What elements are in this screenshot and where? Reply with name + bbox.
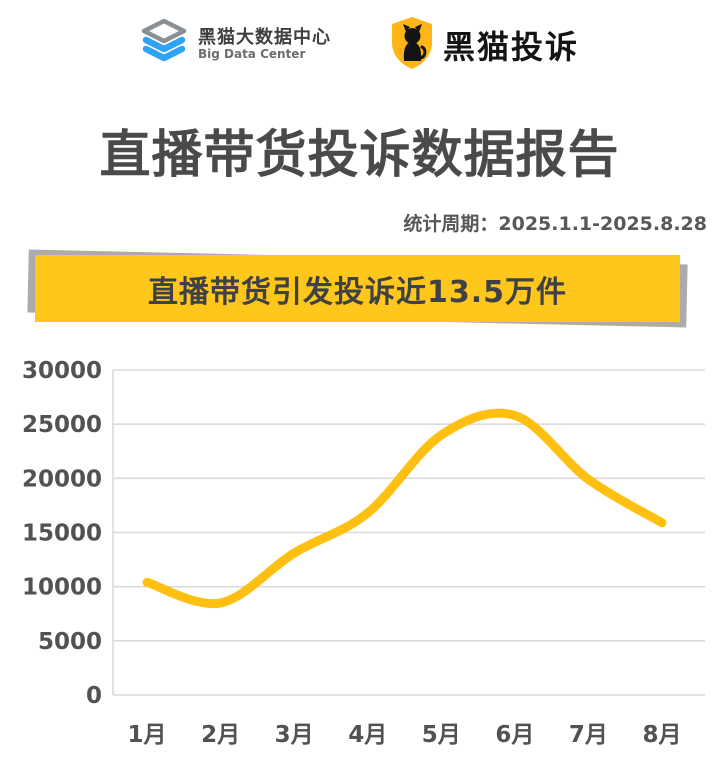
big-data-center-logo: 黑猫大数据中心 Big Data Center bbox=[140, 18, 331, 72]
banner-face: 直播带货引发投诉近13.5万件 bbox=[35, 255, 680, 322]
y-tick-label-15000: 15000 bbox=[22, 521, 102, 547]
x-tick-label-2: 2月 bbox=[201, 722, 240, 748]
page-title: 直播带货投诉数据报告 bbox=[99, 126, 620, 185]
y-tick-label-25000: 25000 bbox=[22, 412, 102, 438]
x-tick-label-4: 4月 bbox=[348, 722, 387, 748]
x-tick-label-3: 3月 bbox=[275, 722, 314, 748]
headline-banner: 直播带货引发投诉近13.5万件 bbox=[27, 249, 688, 328]
x-tick-label-8: 8月 bbox=[642, 722, 681, 748]
y-tick-label-20000: 20000 bbox=[22, 466, 102, 492]
complaints-line-chart: 0 5000 10000 15000 20000 25000 30000 1月 2月 3月 4月 5月… bbox=[0, 340, 719, 759]
big-data-center-logo-icon bbox=[140, 18, 188, 72]
heimao-shield-icon bbox=[389, 16, 435, 74]
y-tick-label-5000: 5000 bbox=[38, 629, 102, 655]
x-tick-label-1: 1月 bbox=[127, 722, 166, 748]
banner-headline: 直播带货引发投诉近13.5万件 bbox=[147, 274, 568, 310]
x-tick-label-6: 6月 bbox=[495, 722, 534, 748]
heimao-tousu-name: 黑猫投诉 bbox=[442, 28, 579, 66]
x-tick-label-7: 7月 bbox=[569, 722, 608, 748]
y-tick-label-0: 0 bbox=[86, 683, 102, 709]
y-tick-label-10000: 10000 bbox=[22, 575, 102, 601]
statistics-period: 统计周期：2025.1.1-2025.8.28 bbox=[403, 213, 707, 235]
big-data-center-logo-text: 黑猫大数据中心 Big Data Center bbox=[197, 26, 331, 62]
x-tick-label-5: 5月 bbox=[422, 722, 461, 748]
heimao-tousu-logo: 黑猫投诉 bbox=[389, 16, 579, 74]
header: 黑猫大数据中心 Big Data Center 黑猫投诉 bbox=[0, 16, 719, 74]
big-data-center-name: 黑猫大数据中心 bbox=[197, 26, 331, 48]
y-tick-label-30000: 30000 bbox=[22, 358, 102, 384]
complaints-series-line bbox=[142, 408, 667, 609]
big-data-center-subtitle: Big Data Center bbox=[197, 47, 306, 62]
line-chart-svg: 0 5000 10000 15000 20000 25000 30000 1月 2月 3月 4月 5月… bbox=[22, 358, 705, 748]
